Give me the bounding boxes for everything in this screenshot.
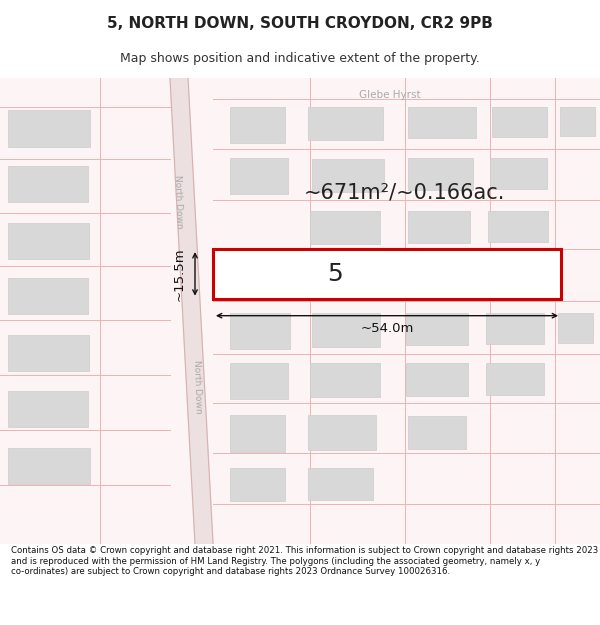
Bar	[310, 363, 380, 398]
Bar	[8, 222, 89, 259]
Text: Map shows position and indicative extent of the property.: Map shows position and indicative extent…	[120, 52, 480, 65]
Text: 5: 5	[327, 262, 343, 286]
Bar	[312, 159, 384, 192]
Bar	[492, 107, 547, 137]
Text: ~671m²/~0.166ac.: ~671m²/~0.166ac.	[304, 182, 505, 202]
Bar	[486, 363, 544, 394]
Bar	[406, 363, 468, 396]
Bar	[8, 111, 90, 146]
Bar	[8, 448, 90, 484]
Bar	[308, 416, 376, 449]
Bar	[558, 313, 593, 343]
Bar	[230, 416, 285, 452]
Bar	[8, 391, 88, 427]
Bar	[408, 416, 466, 449]
Bar	[406, 313, 468, 345]
Bar	[8, 166, 88, 202]
Bar	[408, 107, 476, 138]
Text: Contains OS data © Crown copyright and database right 2021. This information is : Contains OS data © Crown copyright and d…	[11, 546, 598, 576]
Bar	[230, 158, 288, 194]
Bar	[8, 335, 89, 371]
Polygon shape	[170, 78, 213, 544]
Bar	[312, 313, 380, 347]
Text: 5, NORTH DOWN, SOUTH CROYDON, CR2 9PB: 5, NORTH DOWN, SOUTH CROYDON, CR2 9PB	[107, 16, 493, 31]
Bar	[408, 158, 473, 190]
Text: ~54.0m: ~54.0m	[361, 322, 413, 336]
Text: Glebe Hyrst: Glebe Hyrst	[359, 90, 421, 100]
Bar	[490, 158, 547, 189]
Text: ~15.5m: ~15.5m	[173, 247, 185, 301]
Bar	[560, 107, 595, 136]
Bar	[230, 313, 290, 349]
Text: North Down: North Down	[173, 174, 184, 229]
Bar	[230, 468, 285, 501]
Bar	[308, 468, 373, 500]
Bar	[230, 107, 285, 142]
Bar	[408, 211, 470, 242]
Bar	[486, 313, 544, 344]
Bar	[310, 211, 380, 244]
Bar	[230, 363, 288, 399]
Bar	[8, 278, 88, 314]
Text: North Down: North Down	[191, 360, 202, 414]
Bar	[308, 107, 383, 140]
Bar	[488, 211, 548, 242]
Bar	[213, 249, 561, 299]
